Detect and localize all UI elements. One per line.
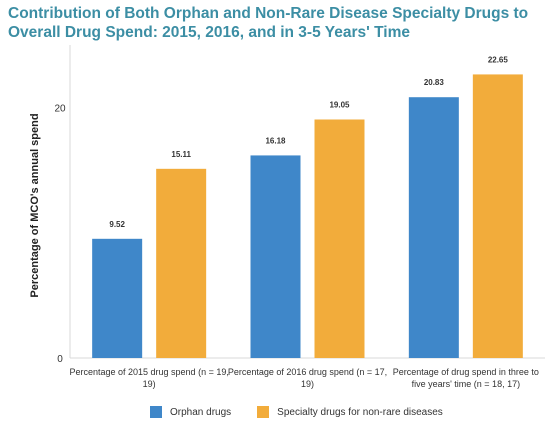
bar-orphan-2	[250, 155, 301, 358]
x-tick-label: Percentage of drug spend in three to	[393, 367, 539, 377]
x-tick-label: five years' time (n = 18, 17)	[412, 379, 521, 389]
y-axis-title: Percentage of MCO's annual spend	[29, 113, 41, 297]
legend-item-orphan: Orphan drugs	[150, 406, 231, 418]
legend-label-specialty: Specialty drugs for non-rare diseases	[277, 406, 443, 418]
data-label-orphan-2: 16.18	[265, 136, 286, 145]
x-tick-label: 19)	[301, 379, 314, 389]
legend-swatch-specialty	[257, 406, 270, 418]
chart-legend: Orphan drugs Specialty drugs for non-rar…	[150, 404, 469, 420]
legend-label-orphan: Orphan drugs	[170, 406, 232, 418]
bar-specialty-1	[156, 168, 207, 358]
data-label-specialty-2: 19.05	[329, 100, 350, 109]
data-label-specialty-3: 22.65	[488, 55, 509, 64]
y-tick-label: 20	[54, 104, 66, 115]
bar-specialty-3	[472, 74, 523, 358]
bar-specialty-2	[314, 119, 365, 358]
bar-orphan-1	[92, 238, 143, 358]
y-tick-label: 0	[57, 354, 63, 365]
data-label-orphan-3: 20.83	[424, 78, 445, 87]
x-tick-label: Percentage of 2015 drug spend (n = 19,	[69, 367, 228, 377]
data-label-orphan-1: 9.52	[109, 220, 125, 229]
data-label-specialty-1: 15.11	[171, 150, 191, 159]
x-tick-label: Percentage of 2016 drug spend (n = 17,	[228, 367, 387, 377]
bar-orphan-3	[408, 97, 459, 358]
x-tick-label: 19)	[143, 379, 156, 389]
legend-item-specialty: Specialty drugs for non-rare diseases	[257, 406, 443, 418]
legend-swatch-orphan	[150, 406, 162, 418]
chart-title: Contribution of Both Orphan and Non-Rare…	[8, 5, 529, 41]
